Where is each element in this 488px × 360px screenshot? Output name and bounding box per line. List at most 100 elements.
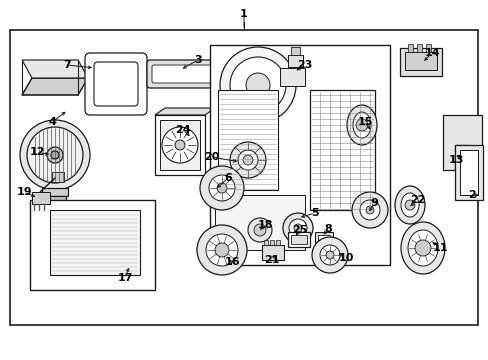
Circle shape [229, 142, 265, 178]
Text: 10: 10 [338, 253, 353, 263]
FancyBboxPatch shape [94, 62, 138, 106]
Circle shape [247, 218, 271, 242]
Text: 5: 5 [310, 208, 318, 218]
Circle shape [253, 224, 265, 236]
Polygon shape [155, 108, 215, 115]
Text: 15: 15 [357, 117, 372, 127]
Circle shape [20, 120, 90, 190]
Circle shape [197, 225, 246, 275]
Circle shape [51, 151, 59, 159]
Text: 23: 23 [297, 60, 312, 70]
Text: 16: 16 [224, 257, 239, 267]
Bar [32, 192, 50, 204]
Bar [42, 188, 68, 196]
Bar [425, 44, 430, 52]
Circle shape [365, 206, 373, 214]
Bar [52, 172, 64, 182]
Bar [314, 232, 332, 254]
Circle shape [351, 192, 387, 228]
Bar [287, 232, 309, 247]
Circle shape [238, 150, 258, 170]
Circle shape [215, 243, 228, 257]
Bar [454, 145, 482, 200]
Circle shape [217, 183, 226, 193]
Bar [317, 235, 329, 251]
Ellipse shape [400, 222, 444, 274]
Bar [269, 240, 273, 245]
Text: 7: 7 [63, 60, 71, 70]
Text: 25: 25 [292, 225, 307, 235]
Circle shape [27, 127, 83, 183]
Circle shape [229, 57, 285, 113]
Text: 19: 19 [16, 187, 32, 197]
FancyBboxPatch shape [85, 53, 147, 115]
Bar [44, 196, 66, 201]
Bar [50, 210, 140, 275]
Text: 11: 11 [431, 243, 447, 253]
Text: 4: 4 [48, 117, 56, 127]
Circle shape [404, 200, 414, 210]
Bar [275, 240, 280, 245]
Text: 1: 1 [240, 9, 247, 19]
Circle shape [283, 213, 312, 243]
Bar [407, 44, 412, 52]
Polygon shape [442, 115, 481, 170]
Ellipse shape [407, 230, 437, 266]
Text: 24: 24 [175, 125, 190, 135]
Bar [290, 235, 306, 244]
Circle shape [208, 175, 235, 201]
Polygon shape [22, 60, 88, 78]
Text: 9: 9 [369, 198, 377, 208]
Ellipse shape [400, 193, 418, 217]
Circle shape [359, 200, 379, 220]
Circle shape [220, 47, 295, 123]
Text: 6: 6 [224, 173, 231, 183]
Ellipse shape [352, 112, 370, 138]
Bar [215, 195, 305, 250]
Bar [280, 68, 305, 86]
Bar [287, 55, 303, 67]
FancyBboxPatch shape [147, 60, 218, 88]
Circle shape [319, 245, 339, 265]
Circle shape [311, 237, 347, 273]
Circle shape [245, 73, 269, 97]
Polygon shape [22, 78, 88, 95]
Bar [218, 90, 278, 190]
Text: 13: 13 [447, 155, 463, 165]
Bar [155, 115, 204, 175]
Circle shape [414, 240, 430, 256]
Text: 22: 22 [409, 195, 425, 205]
Bar [309, 90, 374, 210]
Circle shape [175, 140, 184, 150]
Text: 17: 17 [117, 273, 132, 283]
Circle shape [293, 224, 302, 232]
Bar [399, 48, 441, 76]
Circle shape [205, 234, 238, 266]
Bar [290, 47, 299, 55]
Text: 12: 12 [29, 147, 45, 157]
Text: 14: 14 [423, 48, 439, 58]
Bar [160, 120, 200, 170]
Bar [10, 30, 477, 325]
Bar [404, 52, 436, 70]
Bar [264, 240, 267, 245]
Text: 8: 8 [324, 224, 331, 234]
Text: 20: 20 [204, 152, 219, 162]
Bar [459, 150, 477, 195]
Circle shape [355, 119, 367, 131]
Ellipse shape [394, 186, 424, 224]
Text: 2: 2 [467, 190, 475, 200]
Circle shape [47, 147, 63, 163]
Circle shape [243, 155, 252, 165]
Bar [262, 245, 284, 260]
Text: 21: 21 [264, 255, 279, 265]
Bar [209, 45, 389, 265]
Bar [416, 44, 421, 52]
Circle shape [200, 166, 244, 210]
Circle shape [325, 251, 333, 259]
Ellipse shape [346, 105, 376, 145]
Circle shape [288, 219, 306, 237]
Text: 3: 3 [194, 55, 202, 65]
FancyBboxPatch shape [152, 65, 213, 83]
Text: 18: 18 [257, 220, 272, 230]
